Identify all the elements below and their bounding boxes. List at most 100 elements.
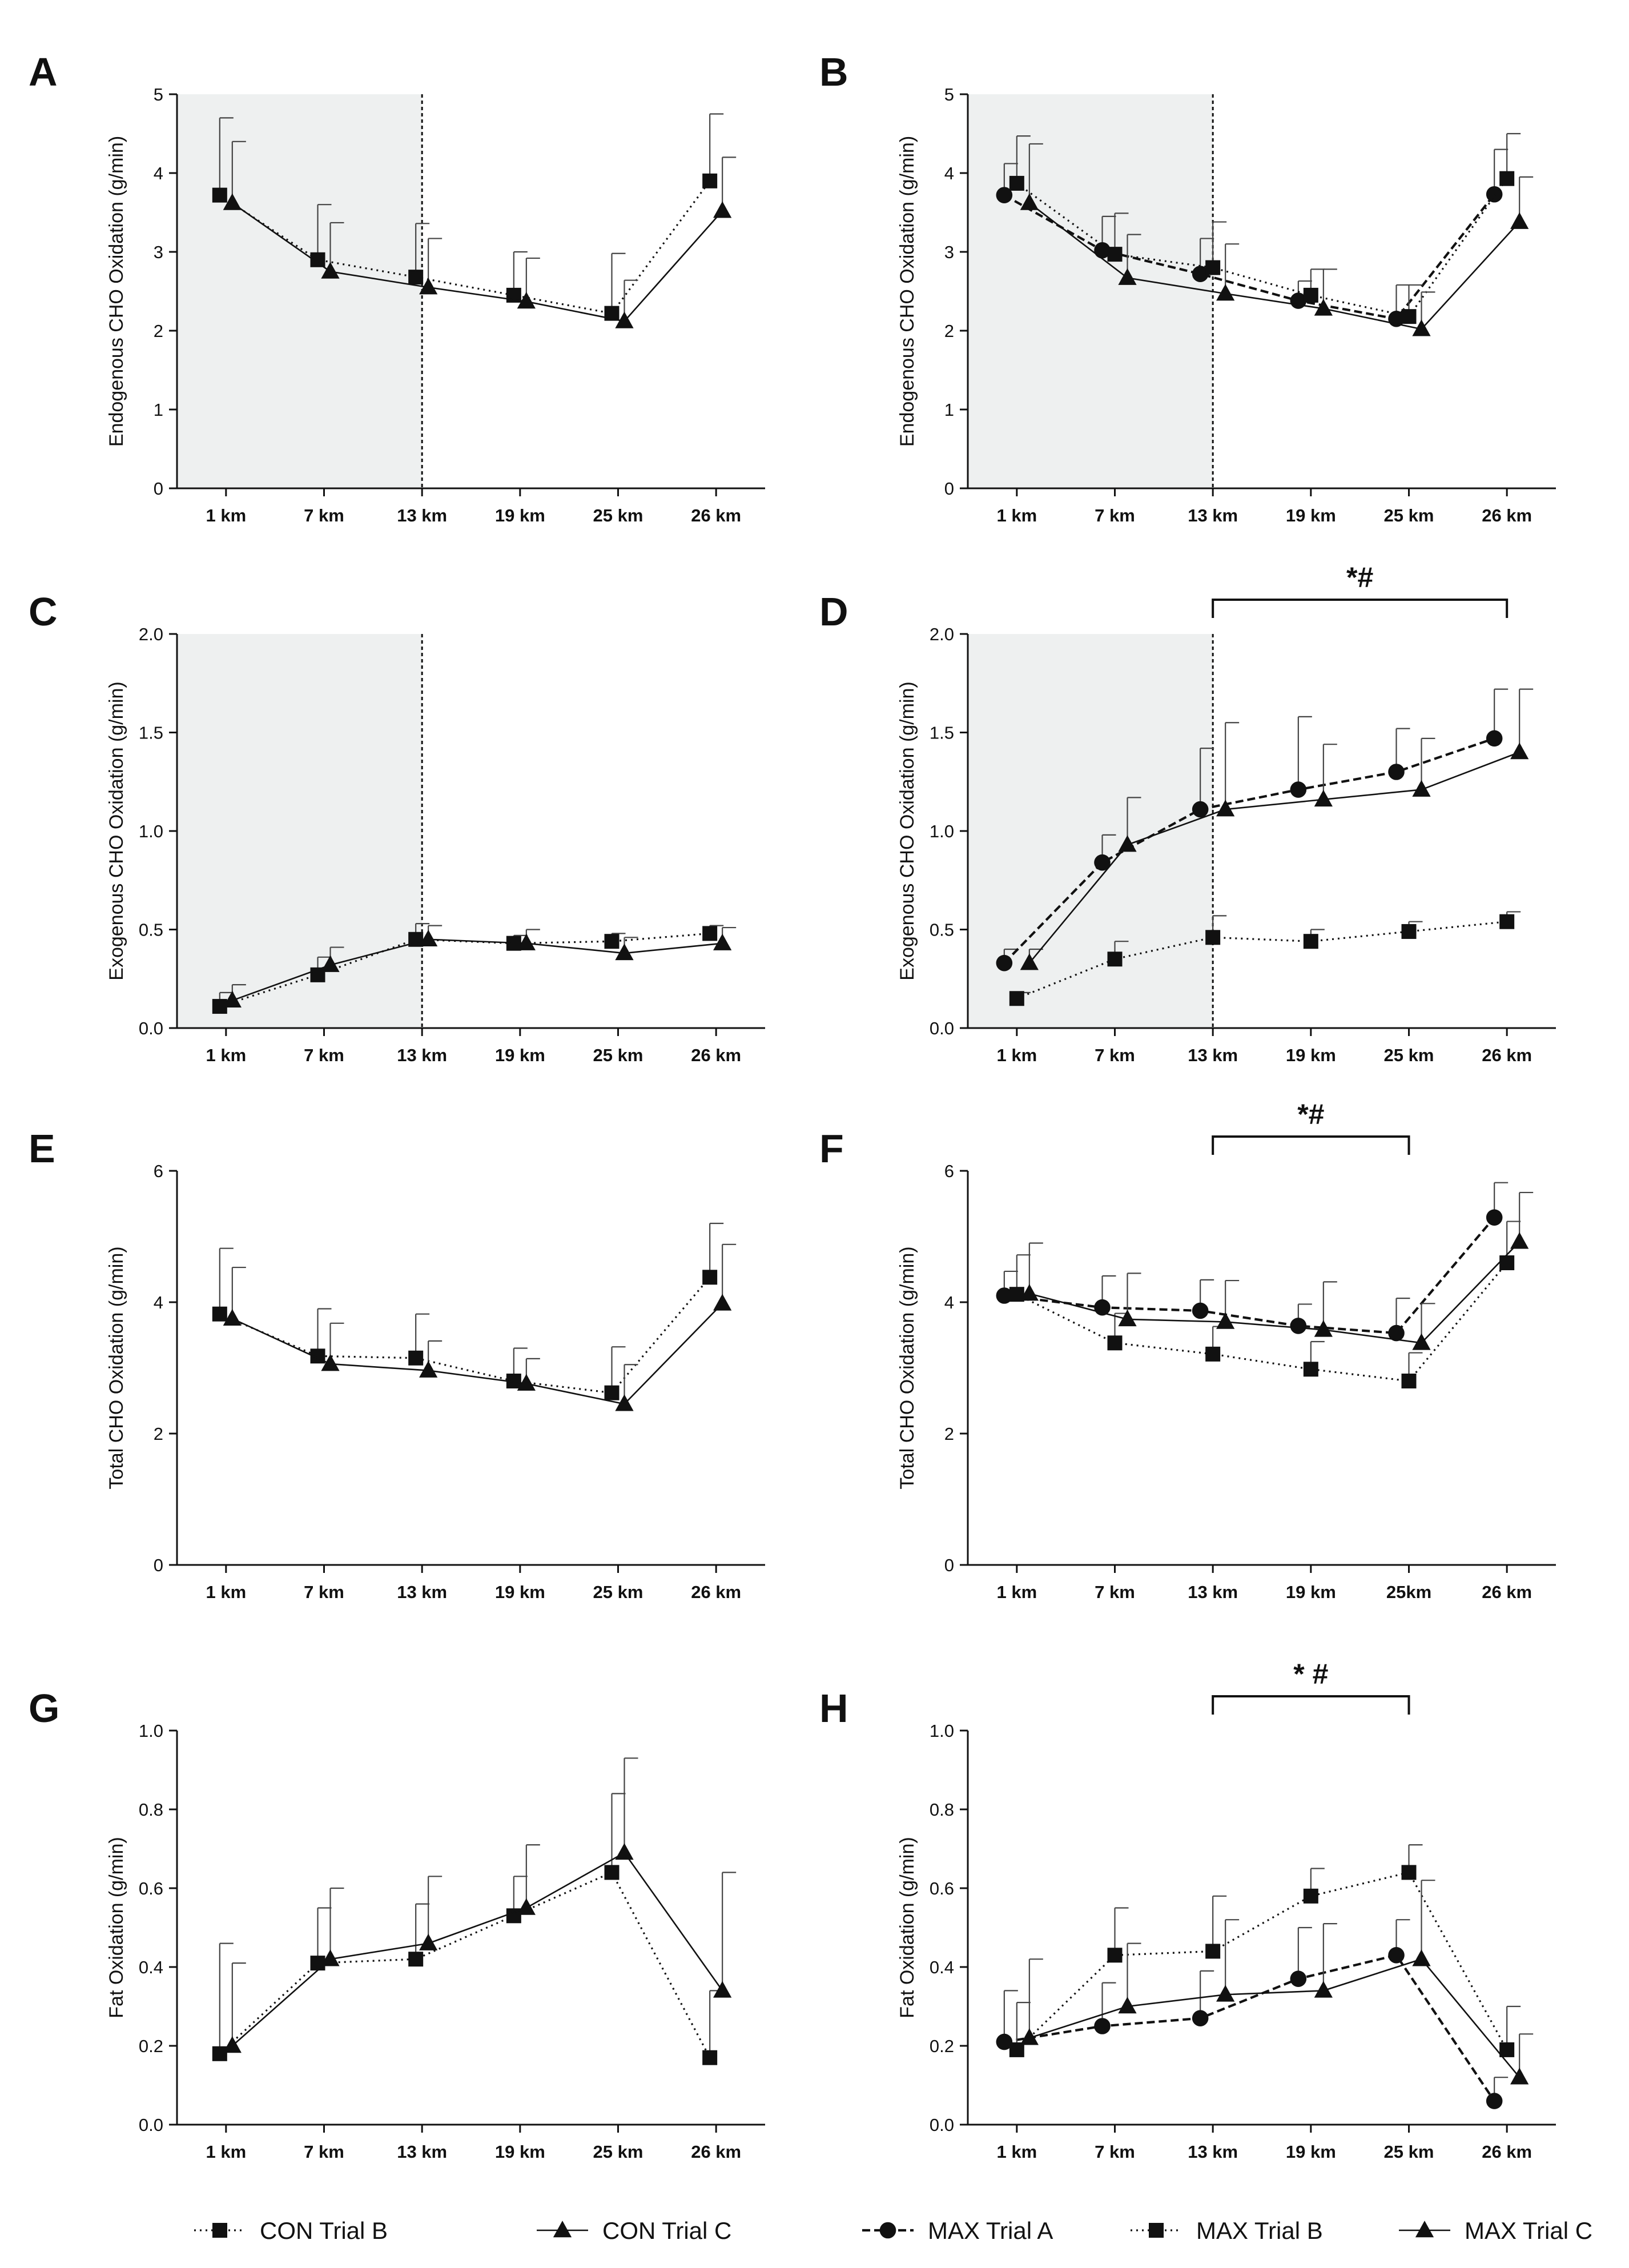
legend-item: CON Trial B — [194, 2217, 388, 2244]
y-tick-label: 0 — [154, 1555, 163, 1575]
data-point — [1216, 800, 1235, 817]
panel-H: H 0.0 0.2 0.4 0.6 0.8 1.0 1 km 7 km 13 km 19 km 25 … — [819, 1658, 1556, 2162]
y-axis-title: Fat Oxidation (g/min) — [106, 1837, 127, 2018]
x-tick-label: 25 km — [1384, 505, 1434, 525]
series-line — [232, 938, 723, 1001]
x-tick-label: 7 km — [304, 2142, 344, 2162]
x-tick-label: 26 km — [1482, 1582, 1532, 1602]
panel-letter: G — [29, 1686, 59, 1731]
data-point — [1107, 952, 1123, 967]
data-point — [1401, 924, 1417, 939]
legend-label: CON Trial B — [260, 2217, 388, 2244]
data-point — [1118, 1309, 1137, 1327]
circle-marker-icon — [879, 2222, 896, 2239]
panel-E: E 0 2 4 6 1 km 7 km 13 km 19 km 25 km 26 km Total C… — [29, 1126, 765, 1602]
legend-item: MAX Trial A — [862, 2217, 1053, 2244]
series-line — [1003, 193, 1495, 320]
data-point — [996, 187, 1013, 203]
triangle-marker-icon — [553, 2221, 572, 2238]
y-tick-label: 0.6 — [139, 1878, 163, 1898]
series-line — [1016, 1871, 1508, 2051]
y-tick-label: 1.5 — [139, 723, 163, 743]
y-axis-title: Total CHO Oxidation (g/min) — [106, 1246, 127, 1489]
legend-label: MAX Trial B — [1196, 2217, 1323, 2244]
y-tick-label: 0.4 — [139, 1957, 163, 1977]
y-tick-label: 2 — [154, 1424, 163, 1444]
data-point — [1290, 1970, 1307, 1987]
y-tick-label: 0 — [944, 479, 954, 499]
triangle-marker-icon — [1415, 2221, 1434, 2238]
y-tick-label: 3 — [154, 242, 163, 262]
y-tick-label: 0.5 — [930, 920, 954, 940]
series-con-trial-c — [223, 141, 737, 328]
x-tick-label: 25 km — [1384, 2142, 1434, 2162]
series-line — [1029, 1241, 1521, 1344]
series-line — [1016, 1262, 1508, 1382]
data-point — [1205, 260, 1221, 275]
x-tick-label: 19 km — [495, 1045, 545, 1065]
significance-label: *# — [1346, 561, 1373, 593]
series-line — [219, 1871, 711, 2058]
y-tick-label: 0.4 — [930, 1957, 954, 1977]
data-point — [212, 187, 227, 203]
data-point — [1412, 1333, 1431, 1350]
y-tick-label: 6 — [944, 1161, 954, 1181]
y-tick-label: 0.0 — [139, 2115, 163, 2135]
series-line — [231, 1852, 723, 2046]
data-point — [615, 1394, 634, 1411]
x-tick-label: 26 km — [691, 1045, 741, 1065]
data-point — [1020, 1284, 1039, 1301]
y-tick-label: 1.0 — [139, 821, 163, 841]
legend-label: MAX Trial A — [928, 2217, 1053, 2244]
data-point — [1094, 2018, 1111, 2034]
data-point — [1510, 2068, 1529, 2085]
y-tick-label: 5 — [944, 85, 954, 105]
x-tick-label: 1 km — [206, 505, 246, 525]
legend-item: MAX Trial B — [1131, 2217, 1323, 2244]
data-point — [1192, 266, 1209, 282]
y-tick-label: 5 — [154, 85, 163, 105]
x-tick-label: 13 km — [1188, 1045, 1238, 1065]
x-tick-label: 13 km — [1188, 505, 1238, 525]
y-axis-title: Endogenous CHO Oxidation (g/min) — [106, 136, 127, 447]
data-point — [1107, 1948, 1123, 1963]
y-tick-label: 1.0 — [930, 1721, 954, 1741]
data-point — [517, 1374, 536, 1391]
data-point — [1412, 319, 1431, 336]
panel-letter: H — [819, 1686, 848, 1731]
data-point — [517, 933, 536, 950]
x-tick-label: 13 km — [397, 505, 447, 525]
data-point — [517, 1898, 536, 1915]
shaded-region — [177, 94, 423, 488]
data-point — [615, 311, 634, 328]
data-point — [1020, 2028, 1039, 2045]
data-point — [1118, 268, 1137, 285]
y-axis-title: Fat Oxidation (g/min) — [896, 1837, 918, 2018]
data-point — [604, 934, 620, 949]
data-point — [1303, 1362, 1318, 1377]
significance-label: *# — [1297, 1098, 1324, 1130]
series-max-trial-a — [996, 1919, 1509, 2109]
x-tick-label: 19 km — [1286, 1045, 1336, 1065]
significance-bracket — [1212, 599, 1509, 618]
series-line — [1028, 751, 1520, 964]
x-tick-label: 7 km — [304, 1582, 344, 1602]
panel-C: C 0.0 0.5 1.0 1.5 2.0 1 km 7 km 13 km 19 km 25 km 2… — [29, 589, 765, 1065]
data-point — [1303, 287, 1318, 303]
data-point — [1314, 299, 1333, 316]
y-tick-label: 0.8 — [139, 1800, 163, 1820]
data-point — [1486, 2093, 1503, 2109]
legend-item: MAX Trial C — [1399, 2217, 1592, 2244]
data-point — [419, 1933, 438, 1950]
x-tick-label: 26 km — [691, 505, 741, 525]
data-point — [1216, 1312, 1235, 1329]
y-tick-label: 1.0 — [139, 1721, 163, 1741]
x-tick-label: 25 km — [593, 505, 643, 525]
data-point — [1290, 781, 1307, 798]
y-tick-label: 6 — [154, 1161, 163, 1181]
data-point — [223, 1308, 242, 1326]
x-tick-label: 25 km — [593, 1045, 643, 1065]
data-point — [713, 933, 732, 950]
series-max-trial-a — [996, 688, 1509, 972]
x-tick-label: 19 km — [1286, 505, 1336, 525]
